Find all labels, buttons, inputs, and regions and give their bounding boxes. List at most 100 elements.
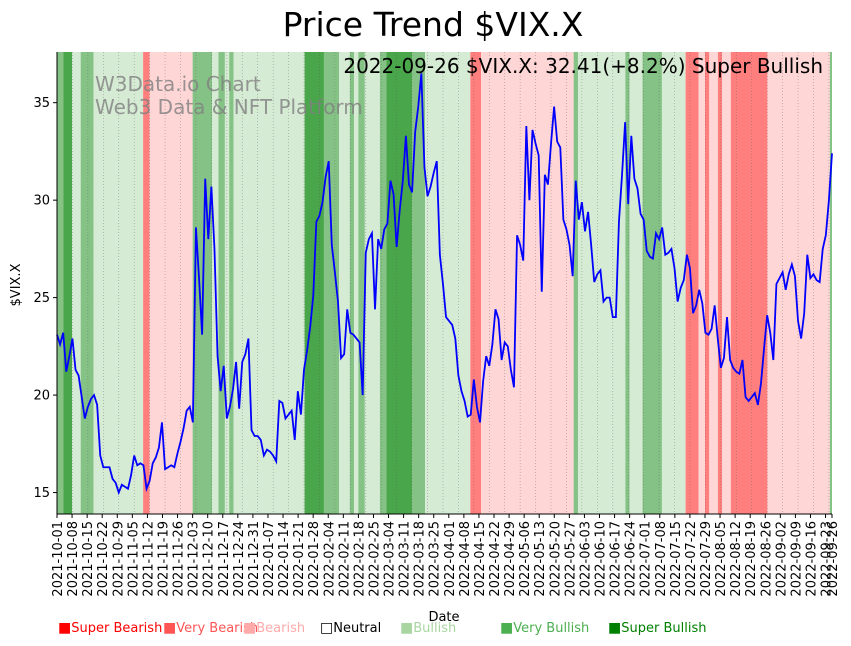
x-tick-label: 2022-08-26 [759,521,774,597]
legend-item-bearish: ■ Bearish [243,620,305,636]
legend-item-very-bullish: ■ Very Bullish [500,620,589,636]
x-tick-label: 2021-10-15 [81,521,96,597]
sentiment-band-very_bearish [685,52,699,514]
y-axis-label: $VIX.X [9,263,24,306]
x-tick-label: 2022-02-04 [322,521,337,597]
x-tick-label: 2022-07-01 [639,521,654,597]
sentiment-band-bullish [364,52,380,514]
sentiment-band-very_bullish [80,52,94,514]
sentiment-band-very_bullish [349,52,355,514]
x-axis-ticks: 2021-10-01 2021-10-08 2021-10-15 2021-10-22… [51,514,841,597]
x-tick-label: 2022-01-21 [292,521,307,597]
x-tick-label: 2022-01-07 [262,521,277,597]
sentiment-bands [57,52,832,514]
x-tick-label: 2022-04-01 [443,521,458,597]
x-tick-label: 2022-05-13 [533,521,548,597]
sentiment-band-bullish [233,52,305,514]
x-tick-label: 2021-11-26 [172,521,187,597]
x-tick-label: 2022-03-04 [383,521,398,597]
x-tick-label: 2022-02-25 [367,521,382,597]
legend-swatch-icon: ■ [58,620,72,636]
y-axis-ticks: 15 20 25 30 35 [33,96,57,501]
x-tick-label: 2022-08-12 [729,521,744,597]
x-tick-label: 2021-10-08 [66,521,81,597]
x-tick-label: 2022-03-25 [428,521,443,597]
x-tick-label: 2022-07-08 [654,521,669,597]
sentiment-band-very_bullish [642,52,662,514]
x-tick-label: 2021-11-19 [156,521,171,597]
legend-swatch-icon: ■ [608,620,622,636]
legend-label: Bearish [256,621,306,636]
legend-label: Super Bearish [71,621,163,636]
legend-item-super-bearish: ■ Super Bearish [58,620,162,636]
x-tick-label: 2021-10-22 [96,521,111,597]
x-axis-label: Date [428,610,459,625]
x-tick-label: 2022-09-02 [774,521,789,597]
x-tick-label: 2022-09-09 [789,521,804,597]
chart-title: Price Trend $VIX.X [283,5,584,44]
legend-item-very-bearish: ■ Very Bearish [163,620,258,636]
legend-swatch-icon: ■ [243,620,257,636]
sentiment-band-very_bearish [704,52,710,514]
x-tick-label: 2022-04-15 [473,521,488,597]
x-tick-label: 2022-09-26 [826,521,841,597]
x-tick-label: 2022-06-24 [624,521,639,597]
x-tick-label: 2021-11-12 [141,521,156,597]
y-tick-label: 20 [33,389,50,404]
x-tick-label: 2021-12-17 [217,521,232,597]
sentiment-band-bearish [698,52,705,514]
legend-item-neutral: □ Neutral [320,620,381,636]
sentiment-band-very_bullish [379,52,387,514]
x-tick-label: 2022-05-20 [548,521,563,597]
sentiment-band-very_bearish [730,52,768,514]
x-tick-label: 2022-02-18 [352,521,367,597]
legend-swatch-icon: ■ [163,620,177,636]
legend-swatch-icon: ■ [400,620,414,636]
sentiment-band-very_bullish [218,52,225,514]
legend-item-super-bullish: ■ Super Bullish [608,620,706,636]
sentiment-band-bearish [149,52,193,514]
sentiment-band-very_bearish [143,52,150,514]
chart-subtitle: 2022-09-26 $VIX.X: 32.41(+8.2%) Super Bu… [343,54,823,78]
x-tick-label: 2022-06-17 [609,521,624,597]
legend-label: Very Bullish [513,621,590,636]
vertical-gridlines [56,52,830,514]
sentiment-band-bearish [481,52,574,514]
sentiment-band-very_bullish [573,52,578,514]
sentiment-band-bullish [72,52,81,514]
x-tick-label: 2022-03-18 [413,521,428,597]
x-tick-label: 2022-08-05 [714,521,729,597]
sentiment-band-bullish [425,52,471,514]
x-tick-label: 2022-05-27 [563,521,578,597]
sentiment-legend: ■ Super Bearish ■ Very Bearish ■ Bearish □ … [58,620,838,638]
x-tick-label: 2022-06-10 [594,521,609,597]
sentiment-band-very_bullish [358,52,365,514]
x-tick-label: 2022-04-22 [488,521,503,597]
sentiment-band-very_bearish [717,52,723,514]
legend-swatch-icon: □ [320,620,334,636]
sentiment-band-bullish [354,52,359,514]
x-tick-label: 2022-08-19 [744,521,759,597]
x-tick-label: 2022-01-28 [307,521,322,597]
sentiment-band-bearish [722,52,731,514]
sentiment-band-super_bullish [386,52,413,514]
sentiment-band-bullish [93,52,144,514]
axis-spines [56,52,832,515]
x-tick-label: 2022-03-11 [398,521,413,597]
x-tick-label: 2022-02-11 [337,521,352,597]
y-tick-label: 30 [33,194,50,209]
x-tick-label: 2022-09-23 [820,521,835,597]
sentiment-band-very_bullish [625,52,630,514]
sentiment-band-bullish [661,52,686,514]
x-tick-label: 2021-12-03 [187,521,202,597]
sentiment-band-bullish [629,52,643,514]
watermark-line-1: W3Data.io Chart [95,72,261,96]
legend-label: Super Bullish [621,621,707,636]
y-tick-label: 25 [33,291,50,306]
legend-label: Very Bearish [176,621,259,636]
x-tick-label: 2022-04-08 [458,521,473,597]
x-tick-label: 2022-07-29 [699,521,714,597]
y-tick-label: 35 [33,96,50,111]
y-tick-label: 15 [33,486,50,501]
